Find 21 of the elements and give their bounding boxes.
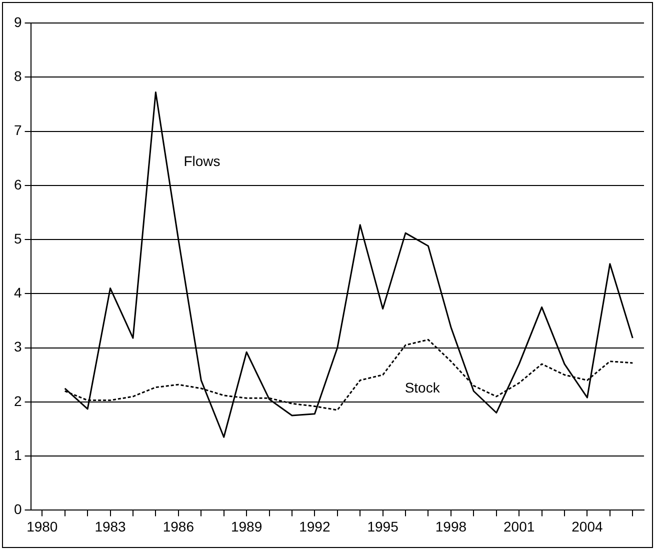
y-tick-label: 8 [14,68,22,84]
x-tick-label: 1995 [367,518,399,534]
series-label: Flows [184,153,220,170]
x-tick-label: 1998 [435,518,467,534]
series-label: Stock [404,380,441,396]
y-tick-label: 9 [14,14,22,30]
y-tick-label: 7 [14,122,22,138]
y-tick-label: 5 [14,230,22,246]
x-tick-label: 1983 [94,518,126,534]
y-tick-label: 6 [14,176,22,192]
x-tick-label: 1986 [162,518,194,534]
x-tick-label: 2004 [572,518,603,534]
y-tick-label: 4 [14,284,22,301]
x-tick-label: 1980 [26,518,58,534]
y-tick-label: 0 [14,501,22,518]
y-tick-label: 3 [14,338,22,355]
x-tick-label: 2001 [504,518,535,534]
x-tick-label: 1989 [230,518,262,534]
y-tick-label: 1 [14,446,22,463]
x-tick-label: 1992 [299,518,330,534]
y-tick-label: 2 [14,392,22,409]
